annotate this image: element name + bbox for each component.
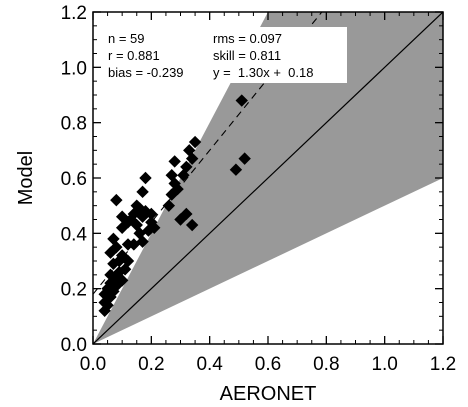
y-tick-label: 0.6 [61, 169, 87, 190]
stat-fit-equation: y = 1.30x + 0.18 [213, 65, 313, 80]
data-point [121, 254, 135, 268]
data-point [110, 193, 123, 207]
data-point [188, 135, 202, 149]
data-point [115, 274, 129, 287]
data-point [165, 169, 178, 182]
data-points [98, 94, 251, 317]
y-tick-label: 0.0 [61, 335, 87, 356]
x-axis-label: AERONET [220, 383, 317, 405]
stats-background [103, 27, 347, 83]
data-point [168, 155, 181, 168]
data-point [171, 182, 184, 196]
data-point [110, 240, 123, 254]
data-point [113, 254, 126, 268]
data-point [180, 207, 193, 221]
data-point [136, 185, 149, 199]
data-point [162, 199, 176, 212]
y-tick-label: 0.2 [61, 280, 87, 301]
data-point [130, 218, 143, 232]
x-tick-label: 0.0 [80, 354, 106, 375]
y-tick-label: 0.4 [61, 224, 88, 245]
data-point [229, 163, 243, 176]
data-point [174, 213, 187, 226]
stat-skill: skill = 0.811 [213, 48, 281, 63]
y-tick-label: 0.8 [61, 114, 87, 135]
data-point [180, 160, 193, 174]
x-tick-label: 0.2 [138, 354, 164, 375]
axes: 0.0 0.2 0.4 0.6 0.8 1.0 1.2 0.0 0.2 0.4 0.6 0.8 1.0 1… [61, 3, 457, 375]
data-point [185, 152, 199, 165]
data-point [115, 210, 129, 223]
x-tick-label: 0.6 [255, 354, 281, 375]
x-tick-label: 1.2 [430, 354, 456, 375]
data-point [139, 171, 152, 185]
data-point [238, 152, 251, 165]
y-tick-label: 1.0 [61, 58, 87, 79]
data-point [107, 232, 120, 246]
one-to-one-line [93, 12, 443, 344]
data-point [183, 144, 196, 157]
stat-rms: rms = 0.097 [213, 31, 282, 46]
stat-r: r = 0.881 [108, 48, 160, 63]
stat-n: n = 59 [108, 31, 145, 46]
data-point [165, 188, 178, 201]
y-tick-label: 1.2 [61, 3, 87, 24]
data-point [185, 218, 199, 232]
stat-bias: bias = -0.239 [108, 65, 184, 80]
data-point [136, 235, 149, 248]
stats-box: n = 59 r = 0.881 bias = -0.239 rms = 0.0… [103, 27, 347, 83]
y-axis-label: Model [15, 151, 37, 205]
x-tick-label: 0.4 [196, 354, 223, 375]
x-tick-label: 0.8 [313, 354, 339, 375]
x-tick-label: 1.0 [371, 354, 397, 375]
data-point [145, 207, 158, 221]
data-point [148, 221, 161, 234]
data-point [133, 202, 146, 215]
data-point [235, 94, 248, 107]
